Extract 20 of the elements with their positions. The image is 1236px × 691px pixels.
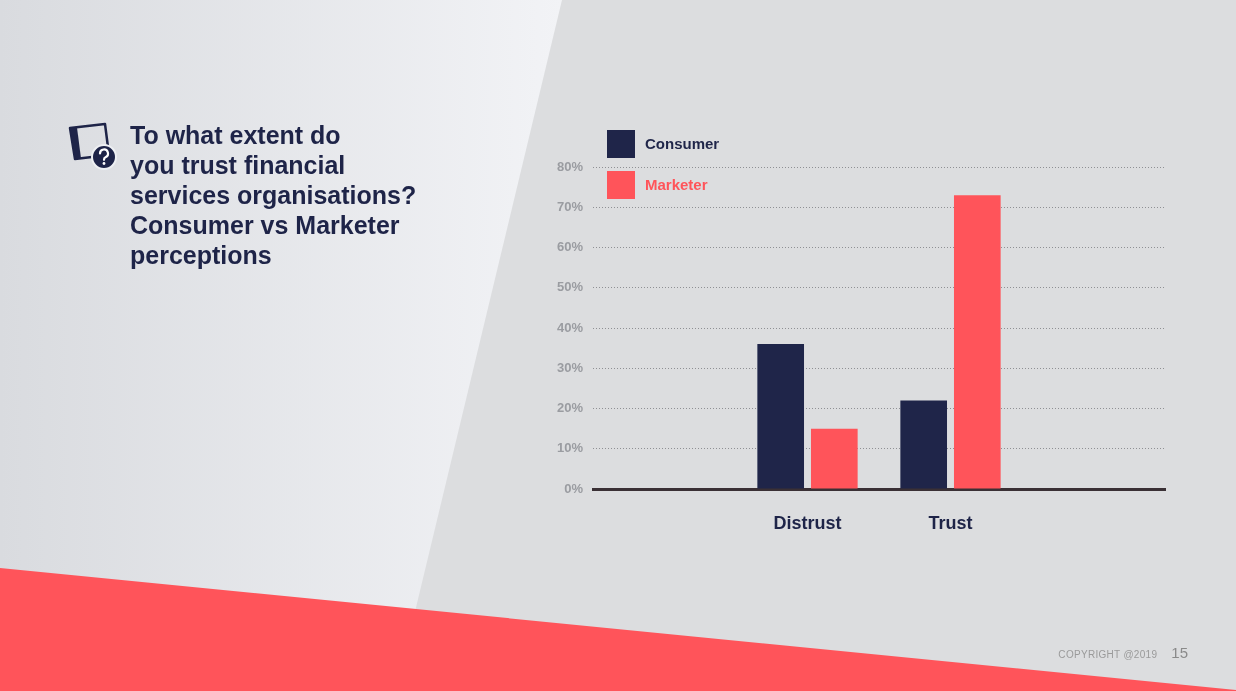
legend-label: Marketer bbox=[645, 176, 708, 194]
text: COPYRIGHT @2019 bbox=[1058, 649, 1158, 660]
bar bbox=[953, 195, 1001, 489]
legend-label: Consumer bbox=[645, 135, 720, 153]
y-tick-label: 40% bbox=[556, 319, 584, 335]
y-tick-label: 60% bbox=[556, 239, 584, 255]
x-tick-label: Trust bbox=[928, 512, 973, 533]
y-tick-label: 20% bbox=[556, 400, 584, 416]
y-tick-label: 0% bbox=[564, 480, 584, 496]
y-tick-label: 30% bbox=[556, 359, 584, 375]
text: To what extent do you trust financial services organisations? Consumer vs Marketer perceptions bbox=[130, 120, 418, 270]
y-tick-label: 80% bbox=[556, 158, 584, 174]
bar bbox=[900, 400, 948, 489]
bar bbox=[757, 344, 805, 489]
y-tick-label: 10% bbox=[556, 440, 584, 456]
text: 15 bbox=[1171, 644, 1188, 661]
y-tick-label: 50% bbox=[556, 279, 584, 295]
y-tick-label: 70% bbox=[556, 198, 584, 214]
x-tick-label: Distrust bbox=[773, 512, 842, 533]
bar bbox=[810, 428, 858, 489]
